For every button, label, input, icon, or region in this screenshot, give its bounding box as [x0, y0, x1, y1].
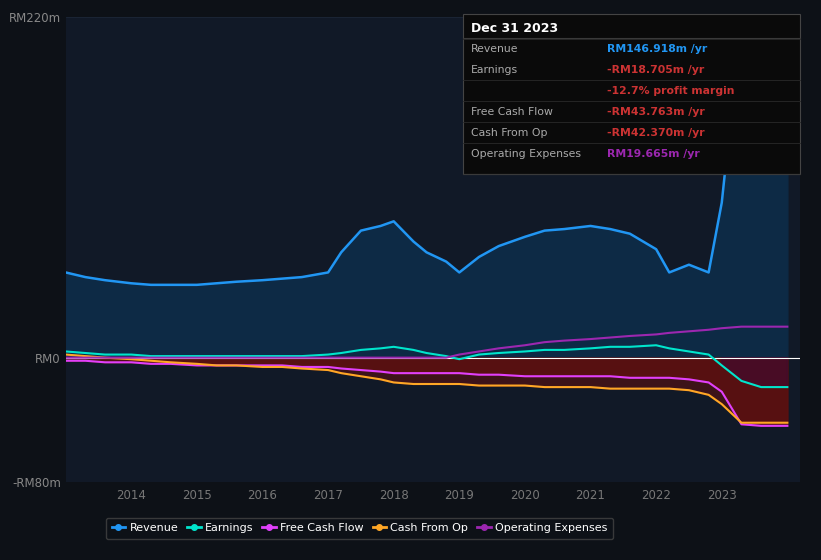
Text: -12.7% profit margin: -12.7% profit margin [607, 86, 734, 96]
Text: RM19.665m /yr: RM19.665m /yr [607, 149, 699, 158]
Text: Free Cash Flow: Free Cash Flow [471, 107, 553, 117]
Text: Earnings: Earnings [471, 65, 518, 75]
Text: Revenue: Revenue [471, 44, 519, 54]
Legend: Revenue, Earnings, Free Cash Flow, Cash From Op, Operating Expenses: Revenue, Earnings, Free Cash Flow, Cash … [106, 517, 613, 539]
Text: -RM18.705m /yr: -RM18.705m /yr [607, 65, 704, 75]
Text: -RM42.370m /yr: -RM42.370m /yr [607, 128, 704, 138]
Text: Operating Expenses: Operating Expenses [471, 149, 581, 158]
Text: Cash From Op: Cash From Op [471, 128, 548, 138]
Text: Dec 31 2023: Dec 31 2023 [471, 22, 558, 35]
Text: -RM43.763m /yr: -RM43.763m /yr [607, 107, 704, 117]
Text: RM146.918m /yr: RM146.918m /yr [607, 44, 707, 54]
